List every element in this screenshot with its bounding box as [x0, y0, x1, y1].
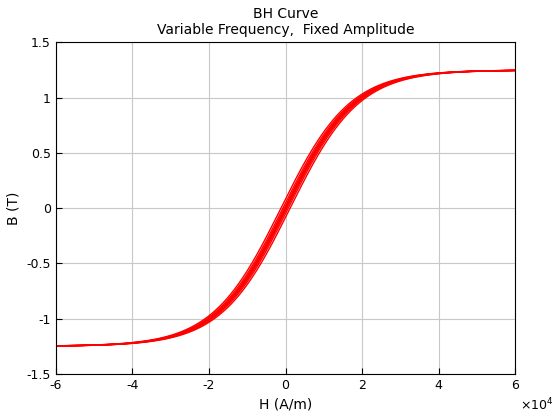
Title: BH Curve
Variable Frequency,  Fixed Amplitude: BH Curve Variable Frequency, Fixed Ampli…	[157, 7, 414, 37]
Text: $\times10^4$: $\times10^4$	[520, 397, 553, 414]
X-axis label: H (A/m): H (A/m)	[259, 397, 312, 411]
Y-axis label: B (T): B (T)	[7, 192, 21, 225]
